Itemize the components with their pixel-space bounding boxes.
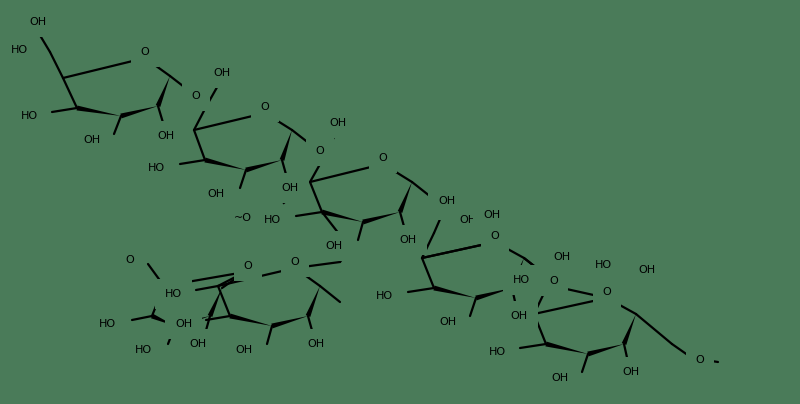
Text: OH: OH: [459, 215, 477, 225]
Text: HO: HO: [489, 347, 506, 357]
Text: ~O: ~O: [234, 213, 252, 223]
Text: OH: OH: [158, 131, 174, 141]
Text: OH: OH: [307, 339, 325, 349]
Text: OH: OH: [483, 210, 501, 220]
Text: OH: OH: [438, 196, 455, 206]
Text: O: O: [438, 200, 446, 210]
Text: OH: OH: [236, 345, 253, 355]
Polygon shape: [205, 158, 246, 170]
Polygon shape: [362, 212, 400, 224]
Polygon shape: [280, 130, 292, 161]
Polygon shape: [434, 286, 476, 298]
Text: HO: HO: [595, 260, 612, 270]
Polygon shape: [322, 210, 363, 222]
Polygon shape: [77, 105, 121, 116]
Text: OH: OH: [399, 235, 417, 245]
Polygon shape: [174, 316, 210, 328]
Text: O: O: [550, 276, 558, 286]
Polygon shape: [151, 314, 175, 326]
Text: O: O: [290, 257, 299, 267]
Polygon shape: [156, 76, 170, 107]
Polygon shape: [230, 314, 272, 326]
Polygon shape: [622, 314, 636, 345]
Text: HO: HO: [135, 345, 152, 355]
Text: O: O: [126, 255, 134, 265]
Text: O: O: [261, 102, 270, 112]
Text: O: O: [490, 231, 499, 241]
Text: OH: OH: [330, 118, 346, 128]
Text: OH: OH: [638, 265, 655, 275]
Text: O: O: [244, 261, 252, 271]
Polygon shape: [587, 344, 624, 356]
Text: OH: OH: [551, 373, 568, 383]
Polygon shape: [208, 288, 222, 317]
Polygon shape: [510, 258, 524, 289]
Polygon shape: [475, 288, 512, 301]
Polygon shape: [306, 286, 320, 317]
Text: OH: OH: [30, 17, 46, 27]
Text: HO: HO: [148, 163, 165, 173]
Text: OH: OH: [510, 311, 527, 321]
Polygon shape: [120, 106, 158, 118]
Text: O: O: [602, 287, 611, 297]
Text: OH: OH: [282, 183, 298, 193]
Text: O: O: [141, 47, 150, 57]
Text: OH: OH: [622, 367, 639, 377]
Text: OH: OH: [326, 241, 343, 251]
Text: HO: HO: [264, 215, 281, 225]
Text: O: O: [696, 355, 704, 365]
Text: OH: OH: [190, 339, 206, 349]
Text: OH: OH: [83, 135, 100, 145]
Text: HO: HO: [513, 275, 530, 285]
Text: O: O: [378, 153, 387, 163]
Text: OH: OH: [208, 189, 225, 199]
Text: HO: HO: [21, 111, 38, 121]
Text: HO: HO: [99, 319, 116, 329]
Text: OH: OH: [439, 317, 456, 327]
Polygon shape: [271, 316, 308, 328]
Text: OH: OH: [554, 252, 570, 262]
Text: OH: OH: [214, 68, 230, 78]
Text: HO: HO: [11, 45, 28, 55]
Text: HO: HO: [376, 291, 393, 301]
Text: HO: HO: [165, 289, 182, 299]
Polygon shape: [546, 342, 588, 354]
Polygon shape: [246, 160, 282, 173]
Text: O: O: [192, 91, 200, 101]
Text: O: O: [316, 146, 324, 156]
Text: OH: OH: [175, 319, 192, 329]
Polygon shape: [398, 182, 412, 213]
